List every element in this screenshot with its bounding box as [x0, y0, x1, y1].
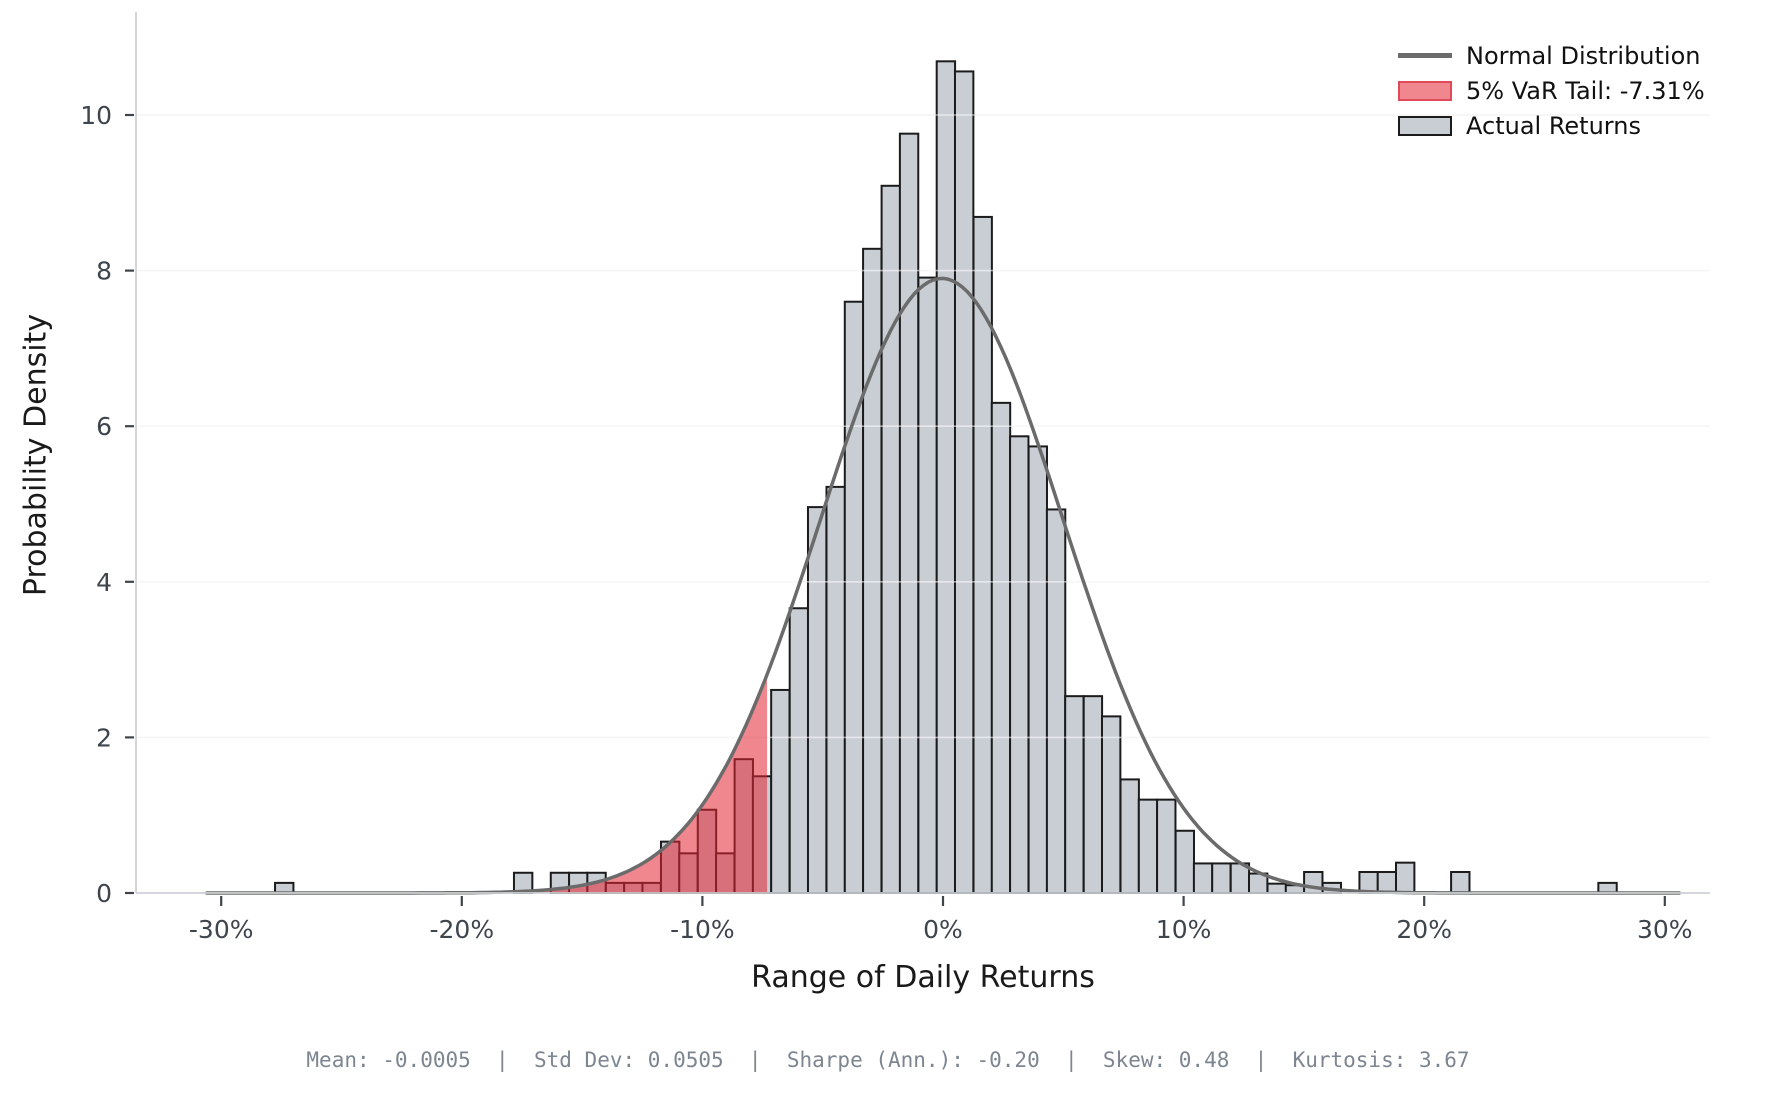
histogram-bar [1027, 445, 1048, 894]
y-tick-label: 4 [96, 568, 112, 597]
histogram-bar [1064, 695, 1085, 895]
normal-distribution-line-swatch [1398, 53, 1452, 58]
legend-label: Actual Returns [1466, 111, 1641, 140]
histogram-bar [1045, 508, 1067, 894]
histogram-bar [806, 506, 828, 894]
histogram-bar [935, 60, 957, 895]
histogram-bar [1450, 870, 1471, 895]
var-tail-patch-swatch [1398, 80, 1452, 101]
histogram-bar [990, 401, 1012, 894]
histogram-bar [788, 607, 810, 894]
legend-item-actual-returns: Actual Returns [1398, 108, 1705, 143]
histogram-bar [953, 70, 975, 894]
histogram-bar [843, 300, 865, 895]
summary-stats-line: Mean: -0.0005 | Std Dev: 0.0505 | Sharpe… [306, 1048, 1470, 1072]
histogram-bar [1156, 798, 1177, 895]
legend-item-normal-distribution: Normal Distribution [1398, 38, 1705, 73]
histogram-bar [1009, 435, 1030, 894]
var-tail-fill [206, 674, 768, 893]
histogram-bar [1211, 862, 1232, 894]
legend-item-var-tail: 5% VaR Tail: -7.31% [1398, 73, 1705, 108]
histogram-bar [972, 215, 993, 894]
histogram-bar [1137, 798, 1159, 895]
histogram-bar [898, 132, 920, 894]
y-tick-label: 0 [96, 879, 112, 908]
histogram-bar [770, 688, 791, 895]
x-tick-label: 20% [1396, 915, 1452, 944]
legend-label: 5% VaR Tail: -7.31% [1466, 76, 1705, 105]
histogram-bar [825, 485, 846, 894]
y-axis-label: Probability Density [18, 313, 54, 597]
histogram-bar [1174, 829, 1195, 895]
histogram-bar [880, 184, 901, 895]
x-tick-label: -30% [189, 915, 254, 944]
y-tick-label: 2 [96, 723, 112, 752]
histogram-bar [1376, 870, 1398, 895]
x-tick-label: 30% [1637, 915, 1693, 944]
histogram-bar [862, 247, 883, 895]
actual-returns-patch-swatch [1398, 115, 1452, 136]
y-tick-label: 6 [96, 412, 112, 441]
histogram-bar [917, 276, 938, 894]
legend-label: Normal Distribution [1466, 41, 1701, 70]
histogram-bar [1192, 862, 1214, 894]
y-tick-label: 10 [80, 101, 112, 130]
chart-legend: Normal Distribution 5% VaR Tail: -7.31% … [1398, 38, 1705, 143]
histogram-bar [1100, 715, 1122, 894]
x-tick-label: 0% [923, 915, 963, 944]
histogram-bar [1266, 882, 1287, 895]
histogram-bar [1119, 778, 1140, 894]
y-tick-label: 8 [96, 257, 112, 286]
x-tick-label: -20% [430, 915, 495, 944]
histogram-bar [1082, 695, 1104, 895]
x-tick-label: -10% [670, 915, 735, 944]
histogram-bar [1395, 861, 1416, 895]
x-axis-label: Range of Daily Returns [751, 960, 1095, 995]
x-tick-label: 10% [1156, 915, 1212, 944]
